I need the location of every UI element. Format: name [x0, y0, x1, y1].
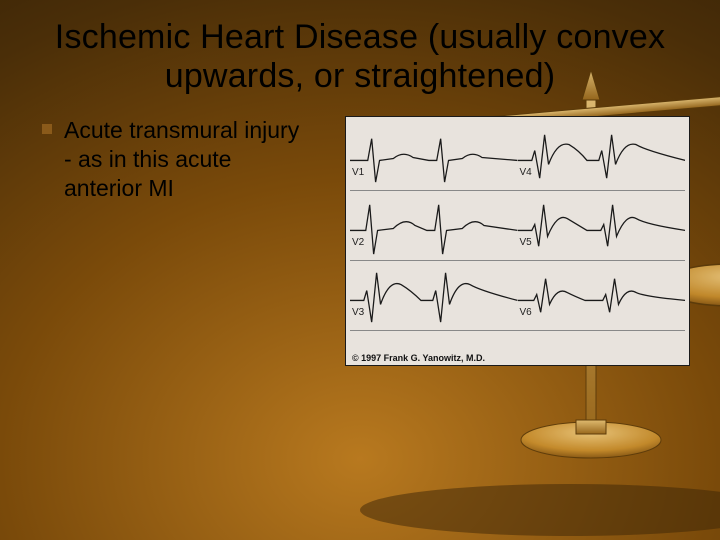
ecg-row-3: V3 V6	[350, 261, 685, 331]
ecg-lead-v1: V1	[350, 121, 518, 190]
ecg-lead-v3: V3	[350, 261, 518, 330]
ecg-row-1: V1 V4	[350, 121, 685, 191]
ecg-trace	[350, 273, 518, 322]
ecg-figure: V1 V4 V2 V5 V3	[345, 116, 690, 366]
bullet-marker	[42, 124, 52, 134]
ecg-lead-v4: V4	[518, 121, 686, 190]
ecg-trace	[518, 279, 686, 313]
slide-title: Ischemic Heart Disease (usually convex u…	[0, 0, 720, 106]
ecg-trace	[350, 205, 518, 254]
ecg-row-2: V2 V5	[350, 191, 685, 261]
ecg-lead-v5: V5	[518, 191, 686, 260]
content-area: Acute transmural injury - as in this acu…	[0, 106, 720, 366]
ecg-lead-v6: V6	[518, 261, 686, 330]
ecg-trace	[518, 135, 686, 178]
ecg-trace	[350, 139, 518, 182]
bullet-item: Acute transmural injury - as in this acu…	[42, 116, 302, 366]
ecg-trace	[518, 205, 686, 246]
bullet-text: Acute transmural injury - as in this acu…	[64, 116, 302, 202]
ecg-copyright: © 1997 Frank G. Yanowitz, M.D.	[352, 353, 485, 363]
ecg-lead-v2: V2	[350, 191, 518, 260]
slide: Ischemic Heart Disease (usually convex u…	[0, 0, 720, 540]
